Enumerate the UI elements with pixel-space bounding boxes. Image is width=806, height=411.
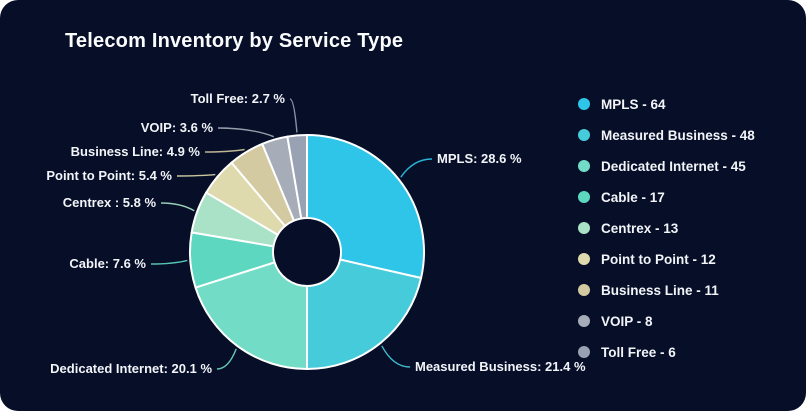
legend-label: Toll Free - 6 <box>601 344 676 360</box>
slice-leader-line <box>381 345 411 368</box>
slice-leader-line <box>289 98 298 133</box>
legend-dot-icon <box>578 129 590 141</box>
legend-label: Point to Point - 12 <box>601 251 716 267</box>
pie-slice-mpls[interactable] <box>306 134 426 280</box>
legend-item-toll-free[interactable]: Toll Free - 6 <box>578 341 755 363</box>
legend-label: Centrex - 13 <box>601 220 679 236</box>
legend-dot-icon <box>578 191 590 203</box>
slice-label-dedicated-internet: Dedicated Internet: 20.1 % <box>50 361 212 376</box>
legend-item-voip[interactable]: VOIP - 8 <box>578 310 755 332</box>
slice-label-centrex: Centrex : 5.8 % <box>63 195 157 210</box>
legend-item-mpls[interactable]: MPLS - 64 <box>578 93 755 115</box>
slice-leader-line <box>150 259 188 265</box>
legend-label: MPLS - 64 <box>601 96 666 112</box>
legend-item-centrex[interactable]: Centrex - 13 <box>578 217 755 239</box>
legend-item-dedicated-internet[interactable]: Dedicated Internet - 45 <box>578 155 755 177</box>
legend-label: VOIP - 8 <box>601 313 653 329</box>
slice-label-point-to-point: Point to Point: 5.4 % <box>46 168 172 183</box>
legend-dot-icon <box>578 253 590 265</box>
legend-dot-icon <box>578 315 590 327</box>
legend-dot-icon <box>578 160 590 172</box>
legend-label: Cable - 17 <box>601 189 665 205</box>
legend-item-cable[interactable]: Cable - 17 <box>578 186 755 208</box>
slice-label-measured-business: Measured Business: 21.4 % <box>415 359 586 374</box>
pie-slice-toll-free[interactable] <box>286 133 308 220</box>
legend-label: Dedicated Internet - 45 <box>601 158 746 174</box>
slice-leader-line <box>216 348 237 370</box>
pie-slice-dedicated-internet[interactable] <box>194 261 308 370</box>
slice-leader-line <box>400 158 433 178</box>
slice-label-voip: VOIP: 3.6 % <box>141 120 214 135</box>
legend-item-point-to-point[interactable]: Point to Point - 12 <box>578 248 755 270</box>
legend-dot-icon <box>578 346 590 358</box>
slice-leader-line <box>217 127 275 138</box>
chart-legend: MPLS - 64 Measured Business - 48 Dedicated… <box>578 93 755 372</box>
slice-label-toll-free: Toll Free: 2.7 % <box>191 91 286 106</box>
slice-leader-line <box>204 148 245 153</box>
legend-label: Business Line - 11 <box>601 282 719 298</box>
legend-dot-icon <box>578 222 590 234</box>
slice-label-mpls: MPLS: 28.6 % <box>437 151 522 166</box>
legend-item-measured-business[interactable]: Measured Business - 48 <box>578 124 755 146</box>
legend-item-business-line[interactable]: Business Line - 11 <box>578 279 755 301</box>
legend-dot-icon <box>578 284 590 296</box>
slice-leader-line <box>176 173 216 177</box>
slice-label-cable: Cable: 7.6 % <box>69 256 146 271</box>
legend-dot-icon <box>578 98 590 110</box>
slice-label-business-line: Business Line: 4.9 % <box>71 144 201 159</box>
legend-label: Measured Business - 48 <box>601 127 755 143</box>
chart-title: Telecom Inventory by Service Type <box>65 30 404 52</box>
pie-slice-measured-business[interactable] <box>306 258 423 370</box>
slice-leader-line <box>160 202 195 212</box>
